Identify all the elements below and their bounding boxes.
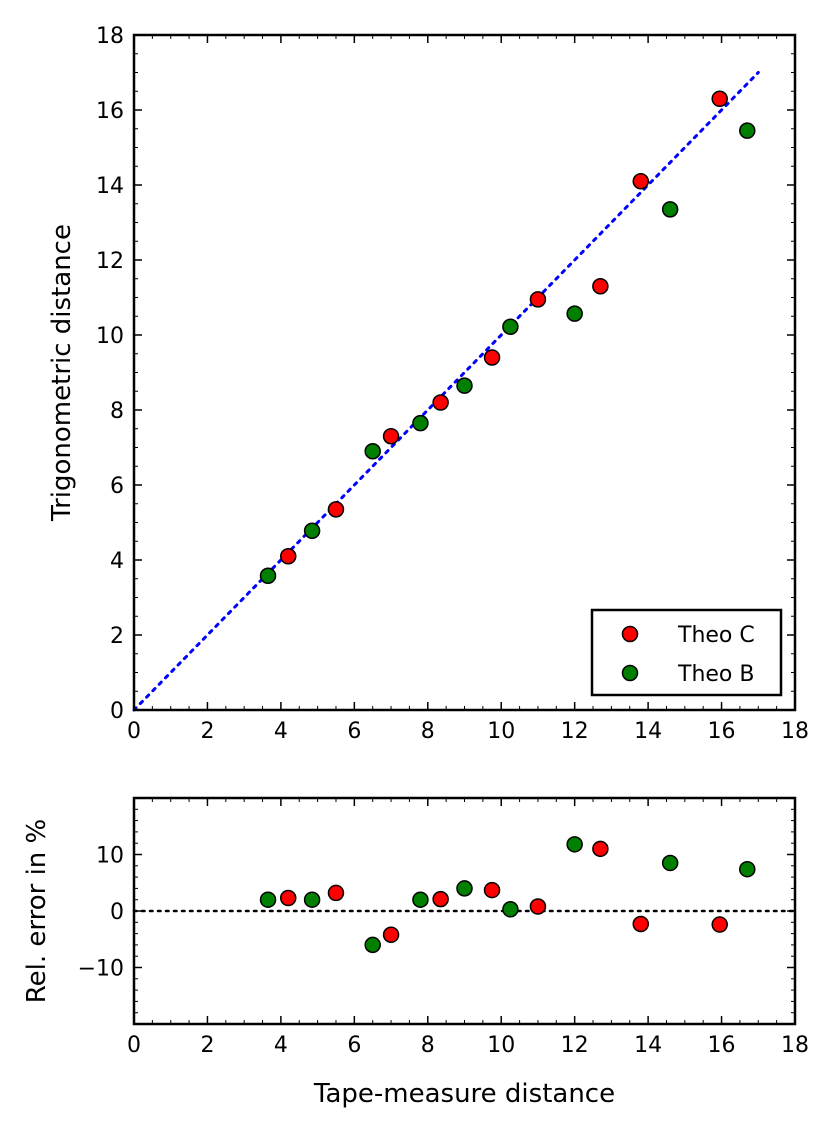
top-plot-frame xyxy=(132,33,797,712)
top-y-tick-label: 2 xyxy=(110,624,124,649)
top-y-tick-label: 10 xyxy=(96,324,124,349)
top-point-theo-c xyxy=(529,291,547,308)
top-point-theo-b xyxy=(566,305,583,322)
bottom-point-theo-b xyxy=(661,854,679,872)
bottom-point-theo-b xyxy=(502,901,519,918)
top-y-tick-label: 8 xyxy=(110,399,124,424)
bottom-x-tick-label: 10 xyxy=(487,1033,515,1058)
bottom-x-tick-label: 18 xyxy=(781,1033,809,1058)
bottom-y-tick-label: 0 xyxy=(110,900,124,925)
bottom-point-theo-b xyxy=(259,891,277,908)
bottom-point-theo-c xyxy=(483,881,501,899)
top-point-theo-c xyxy=(483,349,501,366)
top-point-theo-c xyxy=(432,394,449,411)
top-y-tick-label: 14 xyxy=(96,174,124,199)
bottom-y-tick-label: −10 xyxy=(78,957,124,982)
top-point-theo-b xyxy=(661,201,679,218)
bottom-point-theo-b xyxy=(739,860,756,878)
top-y-tick-label: 4 xyxy=(110,549,124,574)
bottom-x-tick-label: 2 xyxy=(200,1033,214,1058)
top-legend: Theo C Theo B xyxy=(590,608,783,697)
bottom-x-axis-title: Tape-measure distance xyxy=(313,1079,615,1109)
top-x-tick-label: 12 xyxy=(561,719,589,744)
top-x-tick-label: 16 xyxy=(708,719,736,744)
bottom-point-theo-b xyxy=(456,880,473,897)
bottom-y-tick-label: 10 xyxy=(96,844,124,869)
bottom-x-tick-label: 0 xyxy=(127,1033,141,1058)
top-point-theo-c xyxy=(592,278,609,295)
top-panel: 0 2 4 6 8 10 12 14 16 18 0 2 4 6 8 10 12 14 16 18 Trigonomet… xyxy=(47,24,809,744)
bottom-x-tick-label: 8 xyxy=(421,1033,435,1058)
top-point-theo-b xyxy=(502,318,519,335)
bottom-point-theo-b xyxy=(303,891,321,908)
bottom-plot-frame xyxy=(132,796,797,1026)
bottom-point-theo-c xyxy=(632,915,650,933)
bottom-x-tick-label: 4 xyxy=(274,1033,288,1058)
top-legend-marker xyxy=(621,625,639,643)
top-x-tick-label: 8 xyxy=(421,719,435,744)
bottom-point-theo-c xyxy=(711,916,728,933)
top-x-tick-label: 0 xyxy=(127,719,141,744)
top-point-theo-b xyxy=(412,414,429,432)
top-y-tick-label: 16 xyxy=(96,99,124,124)
bottom-point-theo-b xyxy=(364,936,381,954)
top-y-tick-label: 0 xyxy=(110,699,124,724)
top-y-axis-title: Trigonometric distance xyxy=(47,224,77,522)
top-point-theo-b xyxy=(259,567,277,584)
top-legend-marker xyxy=(621,664,639,682)
bottom-x-tick-label: 16 xyxy=(708,1033,736,1058)
top-x-tick-label: 6 xyxy=(347,719,361,744)
top-x-tick-label: 14 xyxy=(634,719,662,744)
top-y-tick-label: 12 xyxy=(96,249,124,274)
top-point-theo-b xyxy=(739,122,756,139)
bottom-point-theo-c xyxy=(529,898,547,915)
bottom-point-theo-b xyxy=(566,836,583,853)
bottom-x-tick-label: 6 xyxy=(347,1033,361,1058)
top-point-theo-c xyxy=(279,548,297,565)
top-legend-box xyxy=(590,608,783,697)
bottom-y-axis-title: Rel. error in % xyxy=(22,819,52,1004)
top-y-tick-label: 18 xyxy=(96,24,124,49)
top-x-tick-label: 18 xyxy=(781,719,809,744)
bottom-point-theo-c xyxy=(432,890,449,908)
top-point-theo-c xyxy=(711,90,728,107)
top-x-tick-label: 4 xyxy=(274,719,288,744)
bottom-x-tick-label: 12 xyxy=(561,1033,589,1058)
top-legend-label: Theo B xyxy=(677,662,754,687)
bottom-point-theo-c xyxy=(327,884,345,902)
top-point-theo-c xyxy=(382,428,400,445)
bottom-panel: 0 2 4 6 8 10 12 14 16 18 −10 0 10 Rel. error in % Tape… xyxy=(22,796,809,1109)
top-point-theo-b xyxy=(456,377,473,394)
bottom-point-theo-c xyxy=(279,889,297,907)
bottom-x-tick-label: 14 xyxy=(634,1033,662,1058)
top-y-tick-label: 6 xyxy=(110,474,124,499)
bottom-point-theo-c xyxy=(382,926,400,943)
top-legend-label: Theo C xyxy=(677,623,755,648)
top-point-theo-c xyxy=(327,501,345,518)
bottom-point-theo-c xyxy=(592,840,609,858)
top-point-theo-b xyxy=(364,443,381,460)
top-x-tick-label: 2 xyxy=(200,719,214,744)
top-x-tick-label: 10 xyxy=(487,719,515,744)
bottom-point-theo-b xyxy=(412,891,429,908)
top-point-theo-c xyxy=(632,173,650,190)
top-point-theo-b xyxy=(303,522,321,539)
